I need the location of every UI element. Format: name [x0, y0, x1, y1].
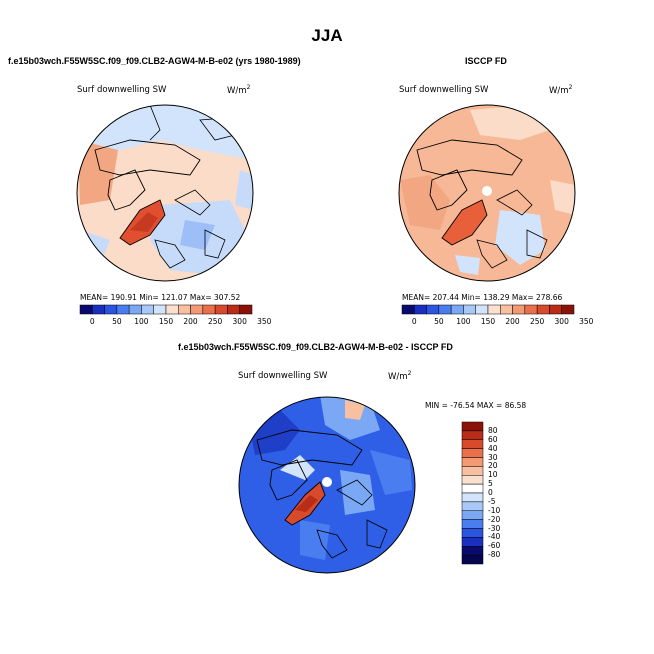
colorbar-cell	[461, 475, 484, 485]
colorbar-cell	[190, 304, 204, 315]
colorbar-cell	[461, 546, 484, 556]
colorbar-tick-label: 250	[207, 317, 223, 326]
colorbar-tick-label: 0	[411, 317, 417, 326]
colorbar-tick-label: 100	[456, 317, 471, 326]
colorbar-tick-label: 350	[257, 317, 272, 326]
colorbar-cell	[79, 304, 93, 315]
colorbar-cell	[438, 304, 452, 315]
colorbar-cell	[116, 304, 130, 315]
colorbar-tick-label: 300	[232, 317, 247, 326]
colorbar-tick-label: 0	[89, 317, 95, 326]
colorbar-tick-label: -80	[488, 550, 501, 560]
colorbar-cell	[141, 304, 154, 315]
obs-colorbar	[401, 304, 575, 315]
colorbar-cell	[461, 519, 484, 529]
colorbar-cell	[104, 304, 118, 315]
obs-stats: MEAN= 207.44 Min= 138.29 Max= 278.66	[402, 293, 563, 302]
colorbar-tick-label: -20	[488, 514, 501, 524]
model-panel-heading: f.e15b03wch.F55W5SC.f09_f09.CLB2-AGW4-M-…	[8, 56, 301, 66]
diff-units-label: W/m2	[388, 370, 412, 382]
diff-colorbar	[461, 421, 484, 565]
colorbar-cell	[202, 304, 216, 315]
colorbar-tick-label: 50	[112, 317, 122, 326]
colorbar-cell	[165, 304, 179, 315]
colorbar-cell	[461, 448, 484, 458]
obs-polar-map	[399, 105, 575, 281]
colorbar-cell	[178, 304, 191, 315]
colorbar-tick-label: 30	[488, 452, 498, 462]
colorbar-cell	[561, 304, 575, 315]
colorbar-cell	[500, 304, 513, 315]
colorbar-cell	[461, 430, 484, 440]
colorbar-cell	[461, 510, 484, 520]
colorbar-tick-label: 0	[488, 488, 493, 497]
colorbar-tick-label: 150	[158, 317, 174, 326]
colorbar-tick-label: 150	[480, 317, 496, 326]
colorbar-cell	[214, 304, 228, 315]
colorbar-cell	[461, 537, 484, 547]
colorbar-cell	[128, 304, 142, 315]
colorbar-cell	[461, 421, 484, 432]
model-colorbar	[79, 304, 253, 315]
colorbar-cell	[461, 439, 484, 449]
colorbar-tick-label: -30	[488, 523, 501, 533]
obs-units-label: W/m2	[549, 84, 573, 96]
colorbar-cell	[524, 304, 538, 315]
colorbar-cell	[227, 304, 240, 315]
colorbar-cell	[487, 304, 501, 315]
colorbar-tick-label: -10	[488, 505, 501, 515]
colorbar-cell	[512, 304, 526, 315]
colorbar-tick-label: 60	[488, 434, 498, 444]
colorbar-cell	[92, 304, 105, 315]
colorbar-cell	[461, 554, 484, 565]
colorbar-cell	[536, 304, 550, 315]
model-polar-map	[77, 105, 253, 281]
colorbar-cell	[426, 304, 440, 315]
colorbar-tick-label: -5	[488, 496, 496, 506]
colorbar-cell	[414, 304, 427, 315]
diff-variable-label: Surf downwelling SW	[238, 371, 328, 381]
diff-panel-heading: f.e15b03wch.F55W5SC.f09_f09.CLB2-AGW4-M-…	[178, 342, 453, 352]
colorbar-tick-label: 200	[505, 317, 520, 326]
diff-stats: MIN = -76.54 MAX = 86.58	[425, 401, 527, 410]
season-title: JJA	[311, 26, 343, 45]
diff-polar-map	[239, 397, 415, 573]
obs-variable-label: Surf downwelling SW	[399, 85, 489, 95]
colorbar-cell	[461, 457, 484, 467]
colorbar-tick-label: 300	[554, 317, 569, 326]
colorbar-tick-label: 80	[488, 425, 498, 435]
colorbar-tick-label: 250	[529, 317, 545, 326]
model-units-label: W/m2	[227, 84, 251, 96]
colorbar-cell	[475, 304, 489, 315]
colorbar-tick-label: 350	[579, 317, 594, 326]
colorbar-cell	[450, 304, 464, 315]
colorbar-tick-label: 100	[134, 317, 149, 326]
colorbar-cell	[461, 466, 484, 476]
colorbar-cell	[239, 304, 253, 315]
model-stats: MEAN= 190.91 Min= 121.07 Max= 307.52	[80, 293, 241, 302]
colorbar-cell	[461, 501, 484, 511]
colorbar-tick-label: 40	[488, 443, 498, 453]
colorbar-cell	[463, 304, 476, 315]
colorbar-tick-label: 5	[488, 479, 493, 489]
colorbar-tick-label: 20	[488, 461, 498, 471]
colorbar-cell	[461, 528, 484, 538]
colorbar-tick-label: -60	[488, 541, 501, 551]
colorbar-cell	[461, 492, 484, 503]
colorbar-cell	[549, 304, 562, 315]
colorbar-tick-label: 10	[488, 470, 498, 480]
colorbar-tick-label: 50	[434, 317, 444, 326]
model-variable-label: Surf downwelling SW	[77, 85, 167, 95]
obs-panel-heading: ISCCP FD	[465, 56, 507, 66]
colorbar-tick-label: 200	[183, 317, 198, 326]
colorbar-cell	[153, 304, 167, 315]
colorbar-cell	[461, 483, 484, 494]
colorbar-cell	[401, 304, 415, 315]
colorbar-tick-label: -40	[488, 532, 501, 542]
